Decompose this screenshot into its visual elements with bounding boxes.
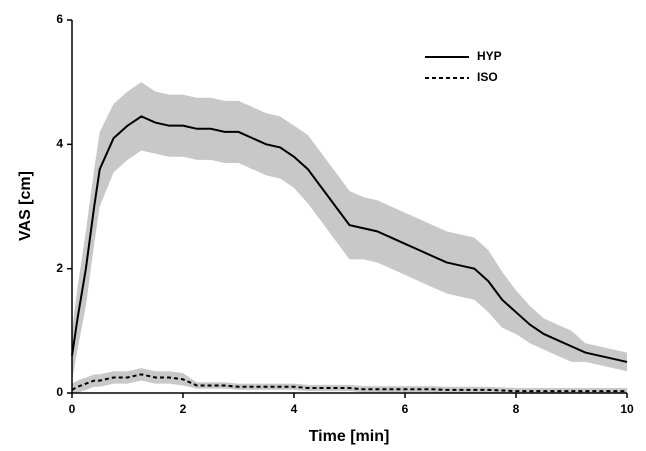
x-tick-label: 4 <box>291 402 298 416</box>
y-axis-label: VAS [cm] <box>17 171 34 241</box>
error-band <box>72 82 627 381</box>
x-tick-label: 8 <box>513 402 520 416</box>
error-band <box>72 368 627 393</box>
y-tick-label: 4 <box>56 137 63 151</box>
x-tick-label: 0 <box>69 402 76 416</box>
x-axis-label: Time [min] <box>309 428 390 445</box>
y-tick-label: 0 <box>56 385 63 399</box>
y-tick-label: 2 <box>56 261 63 275</box>
x-tick-label: 10 <box>620 402 634 416</box>
x-tick-label: 2 <box>180 402 187 416</box>
legend-label: HYP <box>477 49 502 63</box>
series-line <box>71 115 628 363</box>
series-line <box>71 373 627 393</box>
y-tick-label: 6 <box>56 12 63 26</box>
legend-label: ISO <box>477 70 498 84</box>
x-tick-label: 6 <box>402 402 409 416</box>
